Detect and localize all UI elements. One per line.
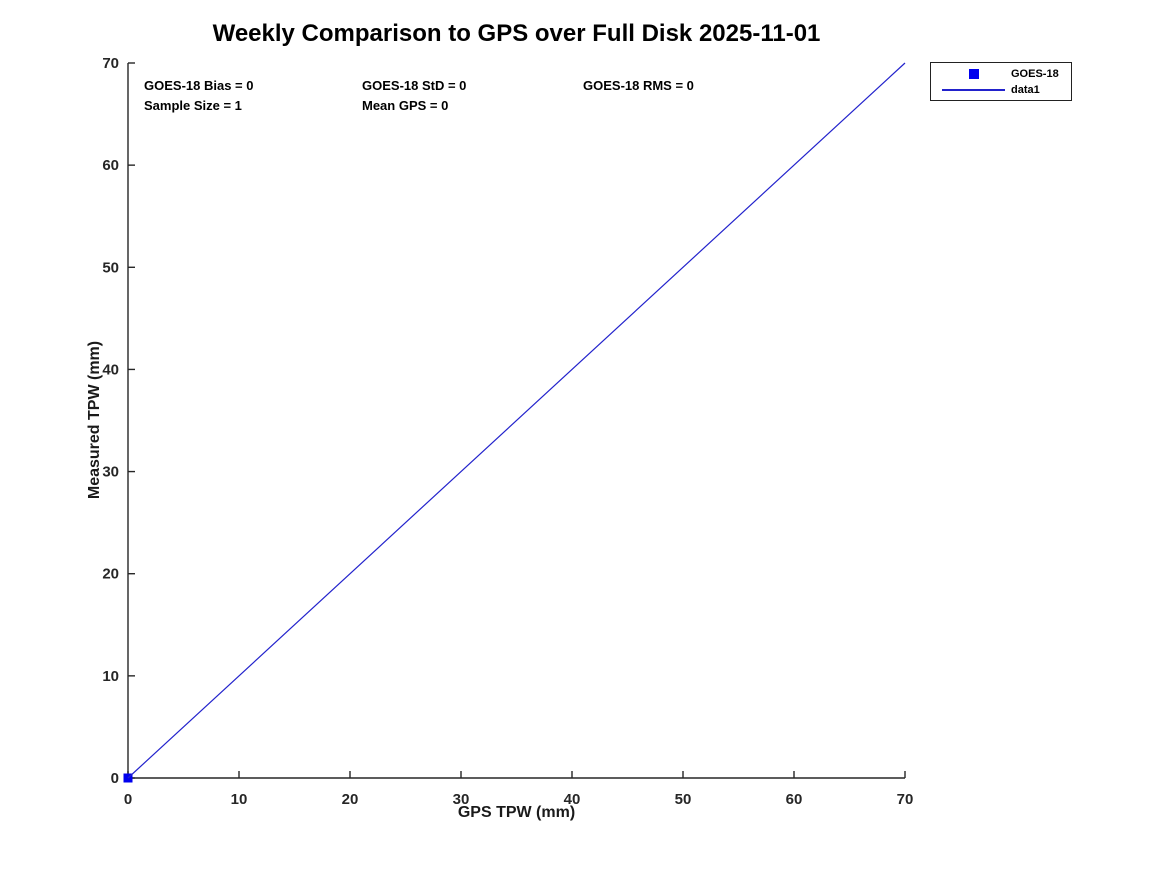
line-icon <box>942 88 1005 91</box>
legend-label: GOES-18 <box>1011 67 1059 80</box>
x-tick-label: 70 <box>897 791 914 808</box>
data1-line <box>127 62 906 779</box>
legend-entry-data1: data1 <box>931 82 1071 97</box>
legend: GOES-18 data1 <box>930 62 1072 101</box>
x-tick-label: 0 <box>124 791 132 808</box>
y-tick-label: 0 <box>111 770 119 787</box>
y-tick-label: 70 <box>102 55 119 72</box>
stat-rms: GOES-18 RMS = 0 <box>583 78 694 93</box>
legend-square-swatch <box>942 68 1005 79</box>
stat-mean-gps: Mean GPS = 0 <box>362 98 449 113</box>
y-tick-label: 10 <box>102 668 119 685</box>
x-tick-label: 10 <box>231 791 248 808</box>
legend-line-swatch <box>942 88 1005 91</box>
x-tick-label: 30 <box>453 791 470 808</box>
y-tick-label: 60 <box>102 157 119 174</box>
stat-bias: GOES-18 Bias = 0 <box>144 78 254 93</box>
x-axis-label: GPS TPW (mm) <box>457 804 576 821</box>
legend-label: data1 <box>1011 83 1040 96</box>
y-axis-label: Measured TPW (mm) <box>86 340 103 500</box>
stat-sample-size: Sample Size = 1 <box>144 98 242 113</box>
square-icon <box>968 68 979 79</box>
stat-std: GOES-18 StD = 0 <box>362 78 467 93</box>
y-tick-label: 40 <box>102 361 119 378</box>
y-tick-label: 50 <box>102 259 119 276</box>
y-tick-label: 30 <box>102 464 119 481</box>
legend-entry-goes-18: GOES-18 <box>931 66 1071 81</box>
x-tick-label: 60 <box>786 791 803 808</box>
chart-title: Weekly Comparison to GPS over Full Disk … <box>212 20 821 47</box>
y-tick-label: 20 <box>102 566 119 583</box>
x-tick-label: 40 <box>564 791 581 808</box>
x-tick-label: 20 <box>342 791 359 808</box>
x-tick-label: 50 <box>675 791 692 808</box>
